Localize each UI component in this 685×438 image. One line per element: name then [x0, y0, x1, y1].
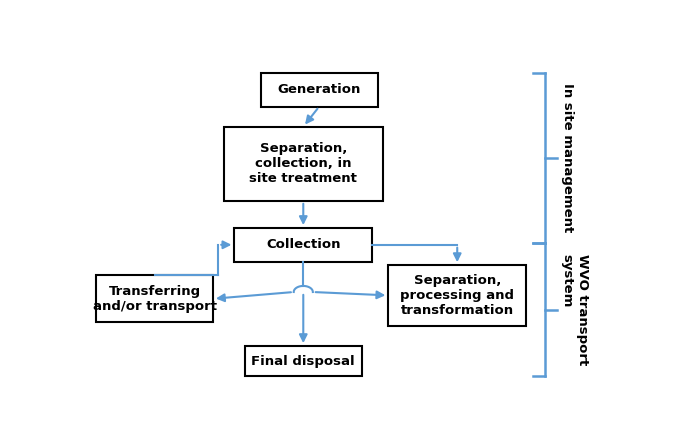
- Text: In site management: In site management: [561, 83, 574, 233]
- Text: Transferring
and/or transport: Transferring and/or transport: [92, 285, 216, 313]
- FancyBboxPatch shape: [245, 346, 362, 376]
- FancyBboxPatch shape: [388, 265, 526, 326]
- Text: Separation,
collection, in
site treatment: Separation, collection, in site treatmen…: [249, 142, 357, 185]
- FancyBboxPatch shape: [261, 73, 377, 106]
- Text: WVO transport
system: WVO transport system: [561, 254, 589, 365]
- Text: Collection: Collection: [266, 238, 340, 251]
- Text: Final disposal: Final disposal: [251, 355, 355, 367]
- FancyBboxPatch shape: [96, 275, 213, 322]
- Text: Generation: Generation: [277, 83, 361, 96]
- Text: Separation,
processing and
transformation: Separation, processing and transformatio…: [400, 274, 514, 317]
- FancyBboxPatch shape: [234, 228, 373, 261]
- FancyBboxPatch shape: [223, 127, 383, 201]
